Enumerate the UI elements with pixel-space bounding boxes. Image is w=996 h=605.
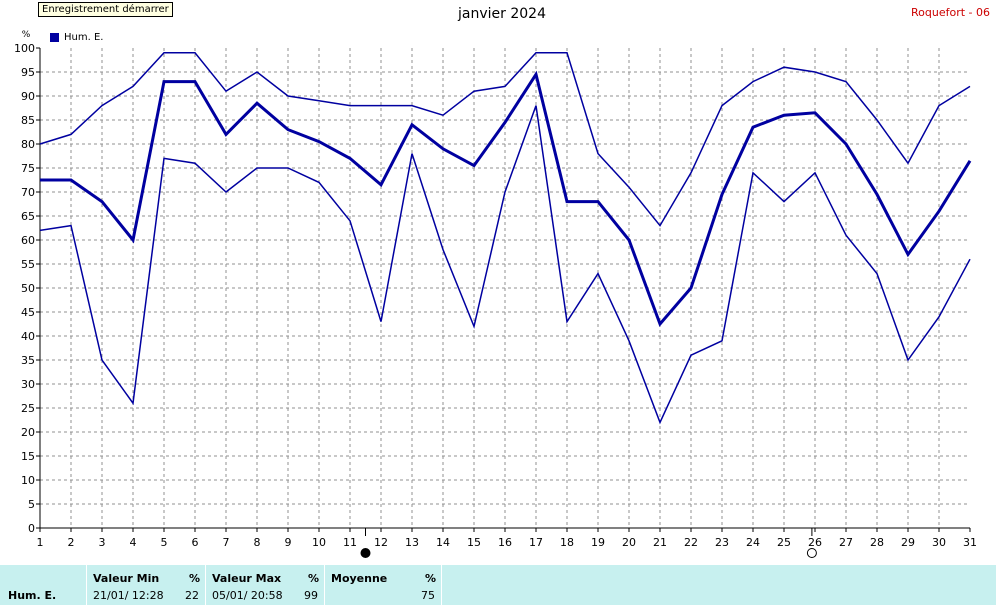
x-tick-label: 4	[130, 536, 137, 549]
humidity-chart: 0510152025303540455055606570758085909510…	[14, 30, 977, 558]
y-tick-label: 95	[21, 66, 35, 79]
y-tick-label: 20	[21, 426, 35, 439]
x-tick-label: 27	[839, 536, 853, 549]
y-tick-label: 45	[21, 306, 35, 319]
x-tick-label: 3	[99, 536, 106, 549]
full-moon-marker	[360, 548, 371, 558]
legend-label: Hum. E.	[64, 32, 104, 43]
x-tick-label: 23	[715, 536, 729, 549]
stats-panel: Hum. E. Valeur Min % 21/01/ 12:28 22 Val…	[0, 565, 996, 605]
y-tick-label: 55	[21, 258, 35, 271]
stats-row-label: Hum. E.	[8, 589, 57, 602]
series-line-mean	[40, 70, 972, 327]
y-tick-label: 15	[21, 450, 35, 463]
x-tick-label: 29	[901, 536, 915, 549]
chart-title: janvier 2024	[458, 6, 546, 22]
y-tick-label: 35	[21, 354, 35, 367]
x-tick-label: 6	[192, 536, 199, 549]
x-tick-label: 24	[746, 536, 760, 549]
y-tick-label: 50	[21, 282, 35, 295]
y-tick-label: 40	[21, 330, 35, 343]
y-tick-label: 90	[21, 90, 35, 103]
x-tick-label: 21	[653, 536, 667, 549]
x-tick-label: 1	[37, 536, 44, 549]
x-tick-label: 30	[932, 536, 946, 549]
x-tick-label: 12	[374, 536, 388, 549]
x-tick-label: 8	[254, 536, 261, 549]
y-tick-label: 70	[21, 186, 35, 199]
y-tick-label: 80	[21, 138, 35, 151]
stats-row-label-cell: Hum. E.	[0, 565, 86, 605]
y-tick-label: 25	[21, 402, 35, 415]
x-tick-label: 11	[343, 536, 357, 549]
y-tick-label: 0	[28, 522, 35, 535]
x-tick-label: 7	[223, 536, 230, 549]
legend-swatch	[50, 33, 59, 42]
x-tick-label: 25	[777, 536, 791, 549]
series-line-min	[39, 105, 971, 425]
stats-min-header: Valeur Min	[93, 572, 160, 585]
y-tick-label: 100	[14, 42, 35, 55]
y-tick-label: 85	[21, 114, 35, 127]
x-tick-label: 28	[870, 536, 884, 549]
x-tick-label: 16	[498, 536, 512, 549]
stats-avg-unit: %	[425, 572, 437, 585]
x-tick-label: 19	[591, 536, 605, 549]
x-tick-label: 10	[312, 536, 326, 549]
y-tick-label: 65	[21, 210, 35, 223]
x-tick-label: 20	[622, 536, 636, 549]
x-tick-label: 17	[529, 536, 543, 549]
x-tick-label: 9	[285, 536, 292, 549]
stats-max-cell: Valeur Max % 05/01/ 20:58 99	[206, 565, 324, 605]
stats-max-header: Valeur Max	[212, 572, 282, 585]
stats-min-unit: %	[189, 572, 201, 585]
legend: Hum. E.	[50, 32, 103, 43]
x-tick-label: 26	[808, 536, 822, 549]
x-tick-label: 13	[405, 536, 419, 549]
x-tick-label: 18	[560, 536, 574, 549]
recording-tooltip: Enregistrement démarrer	[38, 2, 173, 17]
y-tick-label: 60	[21, 234, 35, 247]
y-tick-label: 5	[28, 498, 35, 511]
stats-min-value: 22	[185, 589, 199, 602]
stats-min-cell: Valeur Min % 21/01/ 12:28 22	[87, 565, 205, 605]
new-moon-marker	[806, 548, 817, 558]
stats-avg-value: 75	[421, 589, 435, 602]
station-name: Roquefort - 06	[911, 6, 990, 19]
stats-avg-cell: Moyenne % 75	[325, 565, 441, 605]
y-unit-label: %	[22, 30, 31, 40]
y-tick-label: 75	[21, 162, 35, 175]
x-tick-label: 15	[467, 536, 481, 549]
stats-avg-header: Moyenne	[331, 572, 388, 585]
x-tick-label: 5	[161, 536, 168, 549]
stats-min-when: 21/01/ 12:28	[93, 589, 164, 602]
x-tick-label: 14	[436, 536, 450, 549]
stats-max-unit: %	[308, 572, 320, 585]
x-tick-label: 22	[684, 536, 698, 549]
y-tick-label: 10	[21, 474, 35, 487]
y-tick-label: 30	[21, 378, 35, 391]
stats-max-when: 05/01/ 20:58	[212, 589, 283, 602]
x-tick-label: 2	[68, 536, 75, 549]
series-line-max	[39, 52, 971, 227]
stats-max-value: 99	[304, 589, 318, 602]
x-tick-label: 31	[963, 536, 977, 549]
